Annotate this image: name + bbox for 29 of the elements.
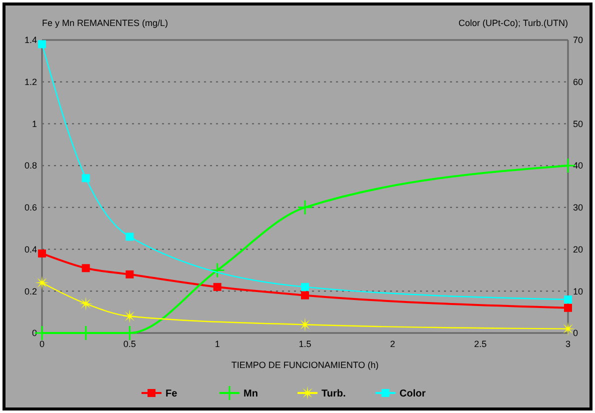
y2-tick-label: 50 <box>573 118 584 129</box>
y-tick-label: 1.2 <box>24 77 37 88</box>
y2-tick-label: 10 <box>573 286 584 296</box>
y-tick-label: 1 <box>32 118 37 129</box>
y2-axis-title: Color (UPt-Co); Turb.(UTN) <box>458 18 568 28</box>
y-axis-title: Fe y Mn REMANENTES (mg/L) <box>42 18 168 28</box>
y2-tick-label: 30 <box>573 202 584 213</box>
x-tick-label: 0.5 <box>123 339 136 349</box>
legend-label: Fe <box>166 388 178 400</box>
x-axis-title: TIEMPO DE FUNCIONAMIENTO (h) <box>231 360 379 370</box>
y2-tick-label: 0 <box>573 328 578 338</box>
legend-label: Turb. <box>322 388 346 400</box>
y2-tick-label: 20 <box>573 244 584 254</box>
x-tick-label: 2 <box>390 339 396 349</box>
y-tick-label: 0.2 <box>24 286 37 296</box>
x-tick-label: 3 <box>565 339 571 349</box>
x-tick-label: 2.5 <box>474 339 487 349</box>
x-tick-label: 1 <box>214 339 220 349</box>
y-tick-label: 1.4 <box>24 35 37 46</box>
y-tick-label: 0.4 <box>24 244 37 254</box>
y2-tick-label: 70 <box>573 35 584 46</box>
y2-tick-label: 40 <box>573 160 584 171</box>
legend-label: Mn <box>244 388 258 400</box>
y-tick-label: 0.8 <box>24 160 37 171</box>
x-tick-label: 1.5 <box>298 339 312 349</box>
y-tick-label: 0.6 <box>24 202 37 213</box>
y2-tick-label: 60 <box>573 77 584 88</box>
x-tick-label: 0 <box>39 339 45 349</box>
legend-label: Color <box>400 388 426 400</box>
